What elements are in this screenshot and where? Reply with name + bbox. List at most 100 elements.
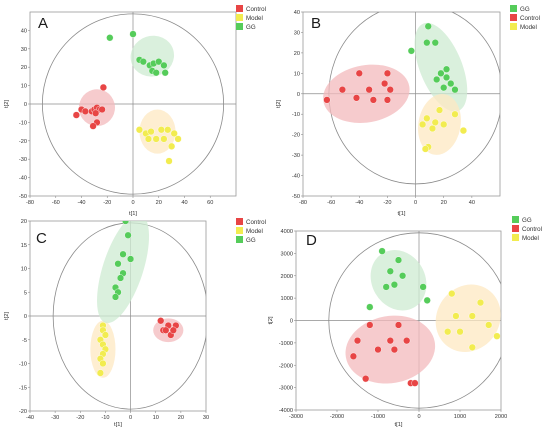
y-axis-label: t[2] — [4, 312, 10, 320]
y-tick-label: 10 — [21, 84, 27, 90]
point-gg — [155, 58, 163, 66]
y-tick-label: -15 — [19, 385, 27, 391]
point-control — [366, 321, 374, 329]
y-tick-label: -2000 — [279, 363, 293, 369]
point-control — [162, 326, 170, 334]
point-model — [423, 114, 431, 122]
point-control — [323, 96, 331, 104]
point-control — [383, 96, 392, 104]
x-tick-label: 20 — [156, 200, 162, 206]
group-ellipse-control — [345, 315, 436, 384]
point-gg — [407, 47, 415, 55]
point-control — [365, 86, 373, 94]
y-tick-label: -4000 — [279, 408, 293, 414]
x-axis-label: t[1] — [397, 211, 405, 217]
point-gg — [140, 213, 147, 220]
y-tick-label: -10 — [19, 120, 27, 126]
point-model — [428, 124, 437, 133]
point-model — [485, 321, 493, 329]
group-ellipse-model — [435, 284, 501, 352]
panel-letter: C — [36, 230, 47, 247]
legend-label-control: Control — [246, 6, 266, 13]
x-axis-label: t[1] — [129, 211, 137, 217]
point-model — [502, 333, 509, 340]
x-tick-label: -2000 — [330, 414, 344, 420]
point-gg — [386, 267, 394, 275]
y-tick-label: -3000 — [279, 386, 293, 392]
point-gg — [382, 283, 390, 291]
point-control — [369, 96, 377, 104]
point-model — [152, 135, 160, 143]
point-model — [452, 312, 460, 320]
point-model — [421, 145, 430, 153]
x-axis-label: t[1] — [114, 422, 122, 428]
point-model — [170, 129, 178, 138]
legend-swatch-gg — [236, 236, 243, 243]
point-model — [431, 118, 439, 127]
y-tick-label: -1000 — [279, 341, 293, 347]
point-model — [493, 332, 501, 340]
point-model — [157, 126, 165, 134]
y-tick-label: 3000 — [281, 251, 293, 257]
x-axis-label: t[1] — [394, 422, 402, 428]
point-control — [81, 107, 89, 115]
group-ellipse-model — [418, 94, 461, 155]
legend-label-model: Model — [246, 15, 263, 22]
point-gg — [423, 39, 431, 47]
point-gg — [394, 256, 403, 264]
panel-letter: D — [306, 232, 317, 249]
x-tick-label: 1000 — [454, 414, 466, 420]
x-tick-label: 2000 — [495, 414, 507, 420]
y-tick-label: 2000 — [281, 274, 293, 280]
point-gg — [160, 61, 168, 69]
y-tick-label: 5 — [24, 290, 27, 296]
point-gg — [440, 84, 448, 92]
point-control — [383, 69, 392, 77]
y-axis-label: t[2] — [268, 316, 274, 324]
x-tick-label: -3000 — [289, 414, 303, 420]
x-tick-label: 20 — [178, 415, 184, 421]
point-control — [92, 109, 100, 117]
y-tick-label: 40 — [294, 10, 300, 16]
x-tick-label: -40 — [355, 200, 363, 206]
panel-D: -3000 -2000 -1000 0 1000 2000-4000-3000-2000-… — [268, 216, 542, 428]
legend-label-control: Control — [246, 219, 266, 226]
point-gg — [442, 73, 451, 82]
x-tick-label: -60 — [327, 200, 335, 206]
x-tick-label: -20 — [103, 200, 111, 206]
point-model — [101, 331, 110, 339]
point-gg — [114, 260, 122, 268]
y-tick-label: 4000 — [281, 229, 293, 235]
legend-swatch-model — [236, 14, 243, 21]
point-model — [144, 135, 153, 143]
point-model — [96, 369, 105, 377]
point-gg — [447, 79, 455, 88]
x-tick-label: -40 — [77, 200, 85, 206]
point-model — [451, 110, 459, 118]
legend-swatch-control — [512, 225, 519, 232]
point-gg — [111, 293, 120, 301]
point-gg — [433, 75, 441, 84]
y-tick-label: -5 — [22, 338, 27, 344]
y-tick-label: -40 — [292, 174, 300, 180]
y-tick-label: -50 — [19, 194, 27, 200]
y-axis-label: t[2] — [4, 100, 10, 108]
point-gg — [161, 69, 169, 77]
point-control — [169, 326, 177, 334]
y-tick-label: -50 — [292, 194, 300, 200]
point-model — [456, 328, 464, 336]
point-gg — [424, 22, 432, 30]
point-control — [98, 105, 106, 114]
point-gg — [116, 274, 125, 282]
point-model — [135, 126, 144, 134]
legend-swatch-model — [512, 234, 519, 241]
legend-label-model: Model — [246, 228, 263, 235]
legend-swatch-gg — [236, 23, 243, 30]
point-control — [362, 375, 370, 383]
point-model — [99, 359, 107, 368]
legend-swatch-model — [236, 227, 243, 234]
x-tick-label: 40 — [469, 200, 475, 206]
y-tick-label: 10 — [294, 71, 300, 77]
y-tick-label: -10 — [292, 112, 300, 118]
point-control — [390, 345, 399, 354]
